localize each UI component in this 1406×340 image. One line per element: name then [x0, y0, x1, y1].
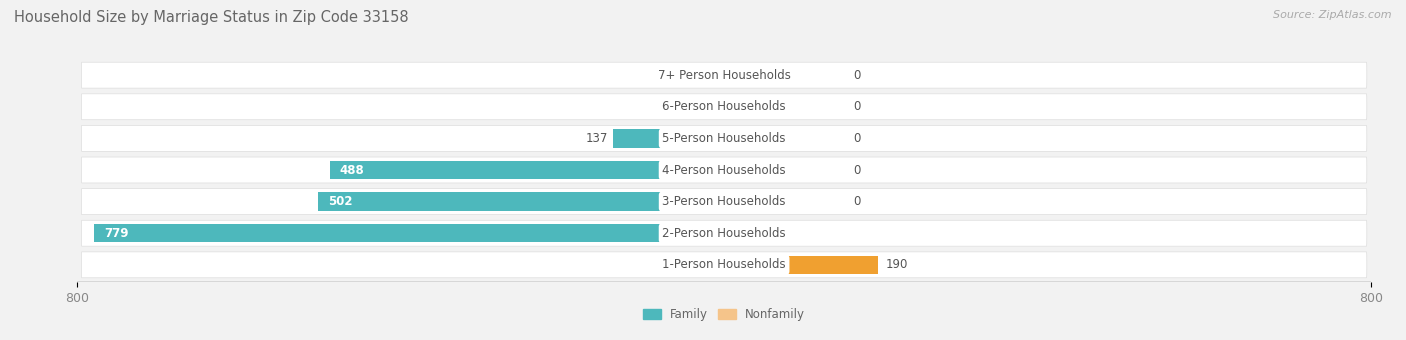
Text: Household Size by Marriage Status in Zip Code 33158: Household Size by Marriage Status in Zip… [14, 10, 409, 25]
Bar [94, 224, 724, 242]
Text: 12: 12 [695, 69, 710, 82]
Text: 190: 190 [886, 258, 908, 271]
Text: 0: 0 [853, 132, 860, 145]
Text: 0: 0 [853, 69, 860, 82]
Bar [724, 256, 877, 274]
Text: 0: 0 [853, 100, 860, 113]
Text: 5-Person Households: 5-Person Households [662, 132, 786, 145]
Bar [714, 66, 724, 84]
Text: 1-Person Households: 1-Person Households [662, 258, 786, 271]
Text: 779: 779 [104, 227, 128, 240]
Text: 6-Person Households: 6-Person Households [662, 100, 786, 113]
Bar [699, 98, 724, 116]
Text: 137: 137 [586, 132, 609, 145]
Text: Source: ZipAtlas.com: Source: ZipAtlas.com [1274, 10, 1392, 20]
Text: 2-Person Households: 2-Person Households [662, 227, 786, 240]
Text: 0: 0 [853, 195, 860, 208]
FancyBboxPatch shape [82, 62, 1367, 88]
FancyBboxPatch shape [82, 189, 1367, 215]
Bar [724, 224, 745, 242]
Text: 4-Person Households: 4-Person Households [662, 164, 786, 176]
Text: 488: 488 [339, 164, 364, 176]
Text: 3-Person Households: 3-Person Households [662, 195, 786, 208]
FancyBboxPatch shape [82, 252, 1367, 278]
FancyBboxPatch shape [82, 94, 1367, 120]
Text: 7+ Person Households: 7+ Person Households [658, 69, 790, 82]
Bar [318, 192, 724, 211]
Text: 0: 0 [853, 164, 860, 176]
Text: 502: 502 [328, 195, 353, 208]
Bar [329, 161, 724, 179]
FancyBboxPatch shape [82, 125, 1367, 151]
Legend: Family, Nonfamily: Family, Nonfamily [638, 303, 810, 326]
Bar [613, 129, 724, 148]
Text: 26: 26 [754, 227, 768, 240]
Text: 32: 32 [679, 100, 693, 113]
FancyBboxPatch shape [82, 157, 1367, 183]
FancyBboxPatch shape [82, 220, 1367, 246]
